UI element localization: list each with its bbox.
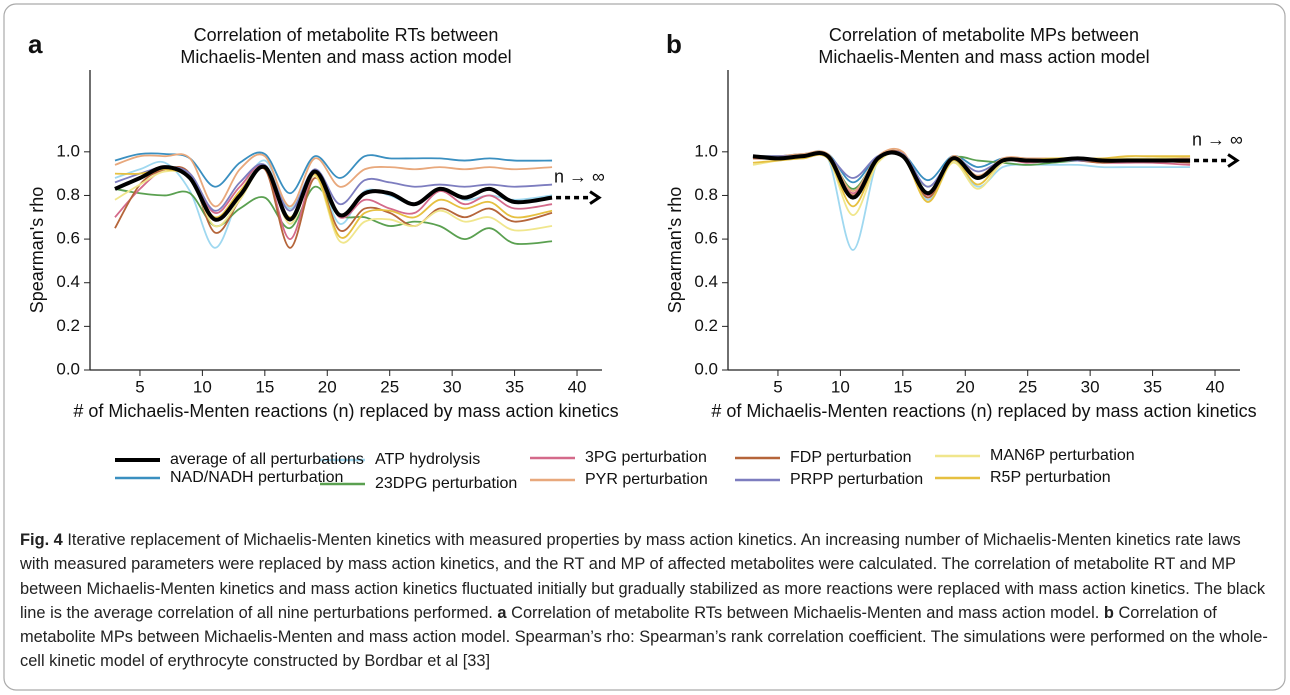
- x-tick-label: 35: [505, 377, 524, 396]
- x-tick-label: 25: [380, 377, 399, 396]
- caption-text: Iterative replacement of Michaelis-Mente…: [20, 531, 1266, 622]
- series-line: [114, 163, 553, 212]
- legend-label: MAN6P perturbation: [990, 447, 1135, 464]
- chart-title: Michaelis-Menten and mass action model: [818, 47, 1149, 67]
- y-tick-label: 0.8: [56, 185, 80, 204]
- series-line: [114, 185, 553, 245]
- y-tick-label: 0.6: [694, 229, 718, 248]
- y-tick-label: 0.6: [56, 229, 80, 248]
- y-tick-label: 1.0: [56, 141, 80, 160]
- infinity-arrowhead: [1227, 153, 1240, 168]
- legend-label: R5P perturbation: [990, 469, 1111, 486]
- annotation: n → ∞: [1192, 129, 1243, 149]
- y-tick-label: 0.2: [694, 316, 718, 335]
- x-tick-label: 30: [443, 377, 462, 396]
- caption-a-label: a: [497, 603, 507, 622]
- x-tick-label: 30: [1081, 377, 1100, 396]
- x-tick-label: 40: [1206, 377, 1225, 396]
- figure-frame: [3, 3, 1286, 691]
- series-line: [114, 164, 553, 222]
- x-tick-label: 25: [1018, 377, 1037, 396]
- y-axis-label: Spearman's rho: [665, 187, 685, 314]
- panel-label: b: [666, 29, 682, 59]
- panel-label: a: [28, 29, 43, 59]
- caption-b-text: Correlation of metabolite MPs between Mi…: [20, 603, 1268, 671]
- x-tick-label: 15: [893, 377, 912, 396]
- legend-label: ATP hydrolysis: [375, 451, 480, 468]
- y-axis-label: Spearman's rho: [27, 187, 47, 314]
- chart-title: Correlation of metabolite RTs between: [194, 25, 499, 45]
- y-tick-label: 0.0: [694, 359, 718, 378]
- x-tick-label: 20: [318, 377, 337, 396]
- series-line: [114, 153, 553, 208]
- caption-b-label: b: [1103, 603, 1114, 622]
- infinity-arrowhead: [589, 190, 602, 205]
- y-tick-label: 0.2: [56, 316, 80, 335]
- x-tick-label: 15: [255, 377, 274, 396]
- chart-title: Michaelis-Menten and mass action model: [180, 47, 511, 67]
- y-tick-label: 1.0: [694, 141, 718, 160]
- legend-label: 3PG perturbation: [585, 449, 707, 466]
- legend-label: PRPP perturbation: [790, 471, 923, 488]
- y-tick-label: 0.4: [694, 272, 718, 291]
- y-tick-label: 0.4: [56, 272, 80, 291]
- legend-label: average of all perturbations: [170, 451, 364, 468]
- x-tick-label: 35: [1143, 377, 1162, 396]
- x-tick-label: 40: [568, 377, 587, 396]
- x-axis-label: # of Michaelis-Menten reactions (n) repl…: [711, 401, 1256, 421]
- caption-a-text: Correlation of metabolite RTs between Mi…: [506, 603, 1104, 622]
- caption-label: Fig. 4: [20, 531, 63, 549]
- legend-label: NAD/NADH perturbation: [170, 469, 343, 486]
- legend-label: FDP perturbation: [790, 449, 912, 466]
- caption: Fig. 4 Iterative replacement of Michaeli…: [20, 528, 1272, 674]
- x-tick-label: 5: [773, 377, 782, 396]
- y-tick-label: 0.0: [56, 359, 80, 378]
- x-tick-label: 5: [135, 377, 144, 396]
- legend-label: 23DPG perturbation: [375, 475, 517, 492]
- x-tick-label: 10: [831, 377, 850, 396]
- chart-title: Correlation of metabolite MPs between: [829, 25, 1139, 45]
- x-tick-label: 10: [193, 377, 212, 396]
- x-axis-label: # of Michaelis-Menten reactions (n) repl…: [73, 401, 618, 421]
- series-line: [752, 150, 1191, 200]
- legend-label: PYR perturbation: [585, 471, 708, 488]
- annotation: n → ∞: [554, 166, 605, 186]
- y-tick-label: 0.8: [694, 185, 718, 204]
- x-tick-label: 20: [956, 377, 975, 396]
